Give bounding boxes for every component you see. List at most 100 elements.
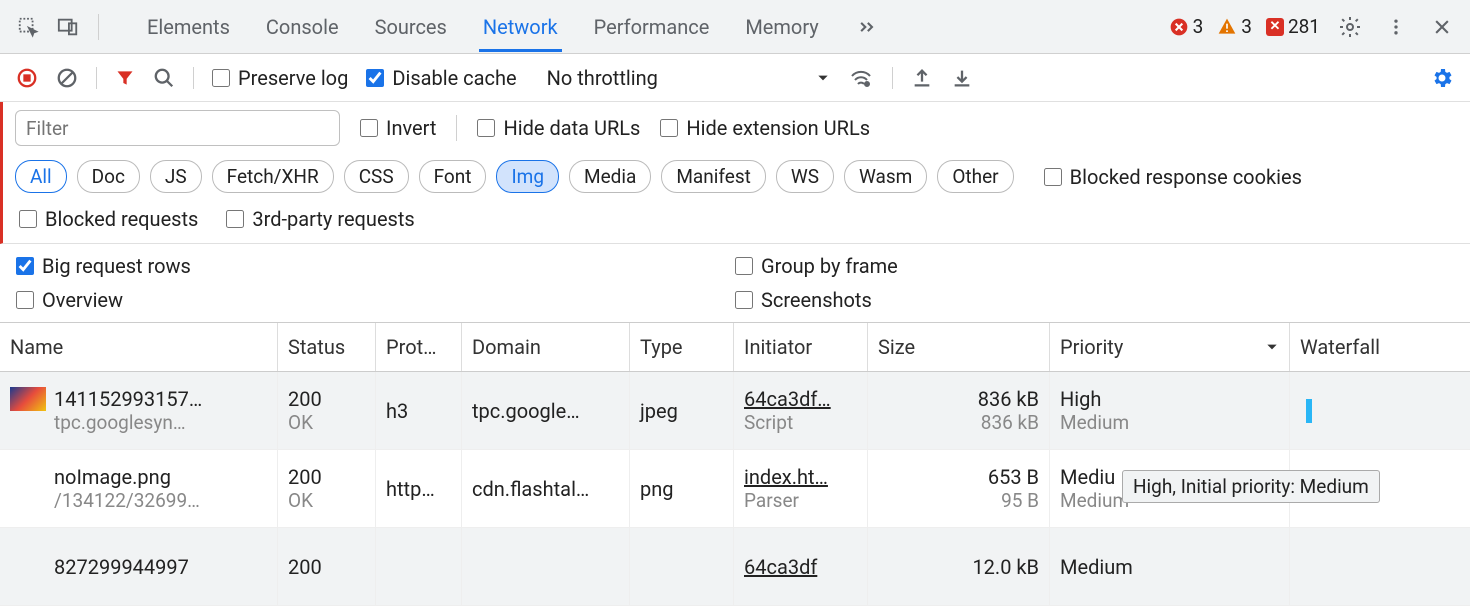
tab-performance[interactable]: Performance	[590, 1, 714, 52]
settings-gear-icon[interactable]	[1334, 11, 1366, 43]
blocked-cookies-checkbox[interactable]: Blocked response cookies	[1044, 165, 1302, 189]
column-header-initiator[interactable]: Initiator	[734, 323, 868, 371]
request-name: noImage.png	[54, 465, 200, 489]
tab-elements[interactable]: Elements	[143, 1, 234, 52]
filter-pill-ws[interactable]: WS	[776, 160, 834, 193]
devtools-tabbar: Elements Console Sources Network Performance…	[0, 0, 1470, 54]
type-filter-row: All Doc JS Fetch/XHR CSS Font Img Media Manifest…	[0, 154, 1470, 201]
initiator-type: Parser	[744, 489, 857, 512]
tab-network[interactable]: Network	[479, 1, 562, 52]
import-har-icon[interactable]	[951, 67, 973, 89]
inspect-icon[interactable]	[12, 11, 44, 43]
status-code: 200	[288, 555, 365, 579]
column-header-size[interactable]: Size	[868, 323, 1050, 371]
invert-checkbox[interactable]: Invert	[360, 116, 436, 140]
table-header: NameStatusProt…DomainTypeInitiatorSizePr…	[0, 322, 1470, 372]
network-toolbar: Preserve log Disable cache No throttling	[0, 54, 1470, 102]
warning-count: 3	[1241, 15, 1252, 38]
filter-pill-font[interactable]: Font	[419, 160, 487, 193]
size: 12.0 kB	[878, 555, 1039, 579]
size-uncompressed: 836 kB	[878, 411, 1039, 434]
filter-pill-other[interactable]: Other	[937, 160, 1013, 193]
priority: Medium	[1060, 555, 1279, 579]
column-header-priority[interactable]: Priority	[1050, 323, 1290, 371]
warning-count-badge[interactable]: 3	[1217, 15, 1252, 38]
network-settings-gear-icon[interactable]	[1430, 66, 1454, 90]
domain: tpc.google…	[472, 399, 619, 423]
type: jpeg	[640, 399, 723, 423]
kebab-menu-icon[interactable]	[1380, 11, 1412, 43]
device-toggle-icon[interactable]	[52, 11, 84, 43]
hide-data-urls-checkbox[interactable]: Hide data URLs	[477, 116, 640, 140]
filter-pill-css[interactable]: CSS	[344, 160, 409, 193]
filter-icon[interactable]	[115, 68, 135, 88]
error-count-badge[interactable]: 3	[1169, 15, 1204, 38]
column-header-name[interactable]: Name	[0, 323, 278, 371]
column-header-status[interactable]: Status	[278, 323, 376, 371]
column-header-type[interactable]: Type	[630, 323, 734, 371]
status-text: OK	[288, 411, 365, 434]
status-code: 200	[288, 387, 365, 411]
priority: High	[1060, 387, 1279, 411]
screenshots-checkbox[interactable]: Screenshots	[735, 288, 872, 312]
column-header-prot[interactable]: Prot…	[376, 323, 462, 371]
overview-checkbox[interactable]: Overview	[16, 288, 123, 312]
filter-input[interactable]	[15, 110, 340, 146]
filter-pill-doc[interactable]: Doc	[77, 160, 140, 193]
request-path: /134122/32699…	[54, 489, 200, 512]
tab-memory[interactable]: Memory	[741, 1, 822, 52]
record-button[interactable]	[16, 67, 38, 89]
filter-pill-all[interactable]: All	[15, 160, 67, 193]
disable-cache-checkbox[interactable]: Disable cache	[366, 66, 516, 90]
group-by-frame-checkbox[interactable]: Group by frame	[735, 254, 898, 278]
network-table: NameStatusProt…DomainTypeInitiatorSizePr…	[0, 322, 1470, 606]
table-row[interactable]: 82729994499720064ca3df12.0 kBMedium	[0, 528, 1470, 606]
hide-extension-urls-checkbox[interactable]: Hide extension URLs	[660, 116, 870, 140]
export-har-icon[interactable]	[911, 67, 933, 89]
initiator-link[interactable]: index.ht…	[744, 465, 857, 489]
disable-cache-label: Disable cache	[392, 66, 516, 90]
sort-arrow-icon	[1265, 340, 1279, 354]
domain: cdn.flashtal…	[472, 477, 619, 501]
preserve-log-checkbox[interactable]: Preserve log	[212, 66, 348, 90]
protocol: http…	[386, 477, 451, 501]
filter-pill-fetchxhr[interactable]: Fetch/XHR	[212, 160, 334, 193]
type: png	[640, 477, 723, 501]
throttling-value: No throttling	[547, 66, 658, 90]
initiator-link[interactable]: 64ca3df…	[744, 387, 857, 411]
blocked-filter-row: Blocked requests 3rd-party requests	[0, 201, 1470, 244]
filter-pill-img[interactable]: Img	[496, 160, 559, 193]
table-row[interactable]: 141152993157…tpc.googlesyn…200OKh3tpc.go…	[0, 372, 1470, 450]
clear-icon[interactable]	[56, 67, 78, 89]
panel-tabs: Elements Console Sources Network Performance…	[143, 1, 823, 52]
close-devtools-icon[interactable]	[1426, 11, 1458, 43]
message-count-badge[interactable]: ✕ 281	[1266, 15, 1320, 38]
preserve-log-label: Preserve log	[238, 66, 348, 90]
error-count: 3	[1193, 15, 1204, 38]
size-uncompressed: 95 B	[878, 489, 1039, 512]
throttling-select[interactable]: No throttling	[535, 66, 670, 90]
initiator-link[interactable]: 64ca3df	[744, 555, 857, 579]
tabs-overflow-icon[interactable]	[851, 11, 883, 43]
filter-pill-js[interactable]: JS	[150, 160, 202, 193]
request-path: tpc.googlesyn…	[54, 411, 202, 434]
third-party-checkbox[interactable]: 3rd-party requests	[226, 207, 414, 231]
tab-console[interactable]: Console	[262, 1, 343, 52]
column-header-waterfall[interactable]: Waterfall	[1290, 323, 1470, 371]
filter-pill-manifest[interactable]: Manifest	[661, 160, 766, 193]
network-conditions-icon[interactable]	[848, 66, 874, 90]
size: 836 kB	[878, 387, 1039, 411]
options-row-2: Overview Screenshots	[0, 288, 1470, 322]
priority-tooltip: High, Initial priority: Medium	[1122, 470, 1380, 503]
column-header-domain[interactable]: Domain	[462, 323, 630, 371]
dropdown-caret-icon[interactable]	[816, 71, 830, 85]
message-icon: ✕	[1266, 18, 1284, 36]
filter-pill-wasm[interactable]: Wasm	[844, 160, 927, 193]
big-request-rows-checkbox[interactable]: Big request rows	[16, 254, 191, 278]
blocked-requests-checkbox[interactable]: Blocked requests	[19, 207, 198, 231]
search-icon[interactable]	[153, 67, 175, 89]
tab-sources[interactable]: Sources	[371, 1, 451, 52]
filter-pill-media[interactable]: Media	[569, 160, 651, 193]
waterfall-bar	[1306, 399, 1312, 423]
request-name: 141152993157…	[54, 387, 202, 411]
